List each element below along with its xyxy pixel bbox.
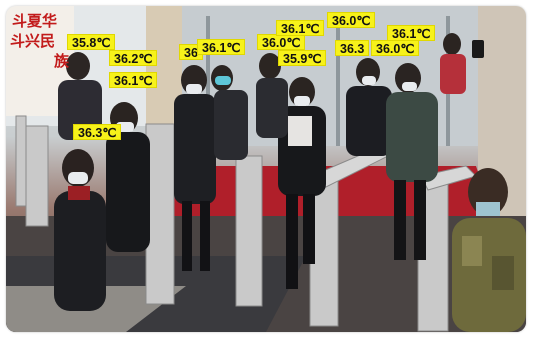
temperature-label: 35.9℃ [278,50,327,66]
temperature-label: 36.0℃ [327,12,376,28]
temperature-label: 36 [179,44,203,60]
temperature-label: 36.1℃ [109,72,158,88]
camera [472,40,484,58]
temperature-label: 36.3 [335,40,370,56]
red-sign-line-2: 斗兴民 [10,32,56,50]
red-sign-line-1: 斗夏华 [12,12,58,30]
temperature-label: 36.1℃ [387,25,436,41]
temperature-label: 36.0℃ [371,40,420,56]
temperature-label: 36.1℃ [197,39,246,55]
thermal-screening-photo: 斗夏华 斗兴民 族 35.8℃ 36.2℃ 36.1℃ 36.3℃ 36 36.… [6,6,526,332]
temperature-label: 36.2℃ [109,50,158,66]
red-sign-line-3: 族 [54,52,70,70]
temperature-label: 36.3℃ [73,124,122,140]
temperature-label: 36.0℃ [257,34,306,50]
entrance-scene [6,6,526,332]
temperature-label: 35.8℃ [67,34,116,50]
people [54,33,526,332]
temperature-label: 36.1℃ [276,20,325,36]
